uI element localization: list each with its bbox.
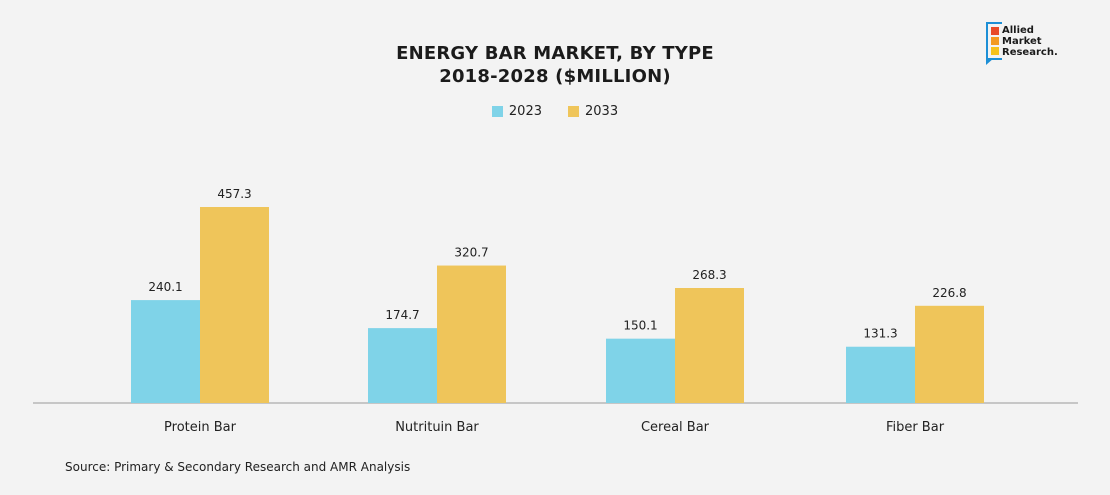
logo-text: Allied Market Research. bbox=[1002, 25, 1058, 58]
bar-fiber-bar-2023 bbox=[846, 346, 915, 403]
legend-swatch-2023 bbox=[491, 106, 503, 117]
data-label-fiber-bar-2023: 131.3 bbox=[863, 327, 897, 341]
x-tick-label-cereal-bar: Cereal Bar bbox=[641, 420, 710, 435]
legend-swatch-2033 bbox=[568, 106, 579, 117]
bar-cereal-bar-2033 bbox=[675, 288, 744, 403]
data-label-protein-bar-2033: 457.3 bbox=[217, 187, 251, 201]
chart-title: ENERGY BAR MARKET, BY TYPE bbox=[396, 43, 714, 64]
x-tick-label-nutrituin-bar: Nutrituin Bar bbox=[395, 420, 479, 435]
x-tick-label-fiber-bar: Fiber Bar bbox=[886, 420, 945, 435]
logo-blocks bbox=[991, 27, 999, 57]
logo-frame bbox=[986, 22, 1002, 60]
logo-block-yellow bbox=[991, 47, 999, 55]
logo-block-orange bbox=[991, 37, 999, 45]
amr-logo: Allied Market Research. bbox=[986, 22, 1078, 66]
bar-nutrituin-bar-2033 bbox=[437, 265, 506, 403]
data-label-nutrituin-bar-2033: 320.7 bbox=[454, 246, 488, 260]
data-label-cereal-bar-2023: 150.1 bbox=[623, 319, 657, 333]
bar-protein-bar-2023 bbox=[131, 300, 200, 403]
chart-subtitle: 2018-2028 ($MILLION) bbox=[439, 66, 671, 87]
logo-block-red bbox=[991, 27, 999, 35]
legend-item-2033: 2033 bbox=[568, 104, 618, 119]
bar-protein-bar-2033 bbox=[200, 207, 269, 403]
bar-nutrituin-bar-2023 bbox=[368, 328, 437, 403]
bar-fiber-bar-2033 bbox=[915, 305, 984, 403]
source-note: Source: Primary & Secondary Research and… bbox=[65, 460, 411, 474]
legend-label-2033: 2033 bbox=[585, 104, 619, 119]
legend: 2023 2033 bbox=[0, 104, 1110, 119]
data-label-protein-bar-2023: 240.1 bbox=[148, 280, 182, 294]
x-tick-label-protein-bar: Protein Bar bbox=[164, 420, 237, 435]
data-label-cereal-bar-2033: 268.3 bbox=[692, 268, 726, 282]
logo-tail bbox=[986, 58, 994, 65]
bar-cereal-bar-2023 bbox=[606, 338, 675, 403]
data-label-fiber-bar-2033: 226.8 bbox=[932, 286, 966, 300]
legend-label-2023: 2023 bbox=[508, 104, 542, 119]
data-label-nutrituin-bar-2023: 174.7 bbox=[385, 308, 419, 322]
legend-item-2023: 2023 bbox=[491, 104, 542, 119]
